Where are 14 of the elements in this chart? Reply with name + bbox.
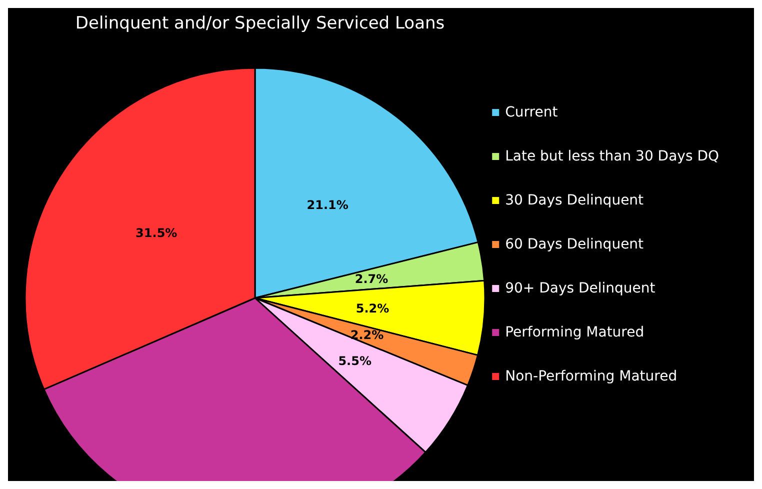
- data-label: 2.7%: [354, 272, 388, 286]
- legend-label: Performing Matured: [505, 324, 644, 340]
- legend-label: 90+ Days Delinquent: [505, 280, 656, 296]
- data-label: 2.2%: [350, 328, 384, 342]
- legend-label: Late but less than 30 Days DQ: [505, 148, 719, 164]
- legend-label: Current: [505, 104, 558, 120]
- data-label: 21.1%: [306, 198, 348, 212]
- data-label: 5.2%: [356, 301, 390, 316]
- legend-label: Non-Performing Matured: [505, 368, 678, 384]
- chart-title: Delinquent and/or Specially Serviced Loans: [75, 14, 445, 34]
- data-label: 31.5%: [136, 226, 178, 240]
- data-label: 5.5%: [338, 354, 372, 368]
- legend-label: 30 Days Delinquent: [505, 192, 644, 208]
- legend-label: 60 Days Delinquent: [505, 236, 644, 252]
